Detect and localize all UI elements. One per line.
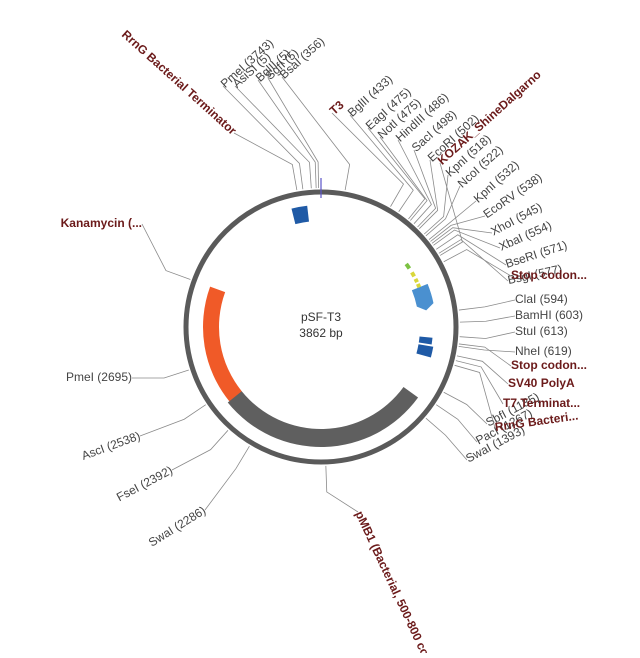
small-feature-marker: [416, 283, 422, 289]
feature-leader-line: [443, 249, 512, 277]
site-leader-line: [428, 200, 477, 240]
site-leader-line: [436, 234, 507, 266]
kozak-marker: [410, 271, 416, 278]
site-leader-line: [257, 79, 317, 189]
site-label: SwaI (2286): [146, 503, 208, 549]
feature-label: Stop codon...: [511, 358, 587, 372]
site-label: AscI (2538): [80, 429, 142, 463]
feature-label: pMB1 (Bacterial, 500-800 copies): [352, 509, 444, 653]
feature-label: T3: [327, 98, 347, 118]
site-leader-line: [430, 215, 486, 242]
site-label: FseI (2392): [114, 463, 175, 504]
site-leader-line: [431, 227, 493, 244]
site-leader-line: [438, 239, 509, 282]
feature-leader-line: [454, 364, 496, 429]
feature-leader-line: [233, 132, 298, 191]
feature-leader-line: [456, 355, 509, 385]
site-leader-line: [379, 136, 428, 221]
site-leader-line: [436, 404, 478, 443]
site-leader-line: [458, 299, 516, 311]
site-label: NheI (619): [515, 344, 572, 358]
feature-leader-line: [439, 162, 463, 256]
plasmid-name: pSF-T3: [301, 310, 341, 324]
site-label: StuI (613): [515, 324, 568, 338]
site-leader-line: [425, 185, 461, 237]
site-leader-line: [443, 391, 488, 425]
site-leader-line: [459, 315, 516, 323]
site-leader-line: [424, 174, 449, 235]
promoter-marker: [404, 262, 412, 270]
site-label: BamHI (603): [515, 308, 583, 322]
site-leader-line: [139, 404, 206, 437]
site-leader-line: [171, 430, 229, 471]
stop-codon-marker: [413, 277, 419, 284]
site-leader-line: [367, 127, 426, 220]
site-leader-line: [281, 76, 351, 191]
site-leader-line: [459, 331, 516, 339]
site-leader-line: [234, 85, 312, 189]
stop-codon-block: [418, 336, 433, 345]
kanamycin-arc: [203, 286, 248, 409]
pmb1-arc: [227, 386, 419, 448]
feature-leader-line: [141, 223, 191, 280]
feature-label: SV40 PolyA: [508, 376, 575, 390]
sv40-polya-arc: [416, 344, 434, 358]
feature-label: Kanamycin (...: [61, 216, 142, 230]
feature-leader-line: [458, 343, 512, 367]
site-leader-line: [413, 149, 437, 228]
cds-arrow: [411, 283, 434, 311]
feature-leader-line: [455, 360, 504, 405]
site-leader-line: [222, 85, 304, 190]
site-leader-line: [419, 159, 439, 229]
site-leader-line: [397, 139, 432, 224]
site-leader-line: [204, 445, 250, 511]
plasmid-size: 3862 bp: [299, 326, 343, 340]
feature-label: Stop codon...: [511, 268, 587, 282]
site-leader-line: [267, 77, 319, 189]
site-label: PmeI (2695): [66, 370, 132, 384]
rrng-terminator-top-arc: [291, 205, 310, 225]
site-leader-line: [131, 369, 189, 379]
site-leader-line: [458, 345, 516, 353]
site-leader-line: [349, 114, 414, 212]
feature-leader-line: [331, 112, 405, 207]
site-label: ClaI (594): [515, 292, 568, 306]
site-leader-line: [433, 229, 501, 249]
site-leader-line: [425, 417, 468, 461]
feature-label: T7 Terminat...: [503, 396, 580, 410]
feature-leader-line: [325, 465, 359, 513]
